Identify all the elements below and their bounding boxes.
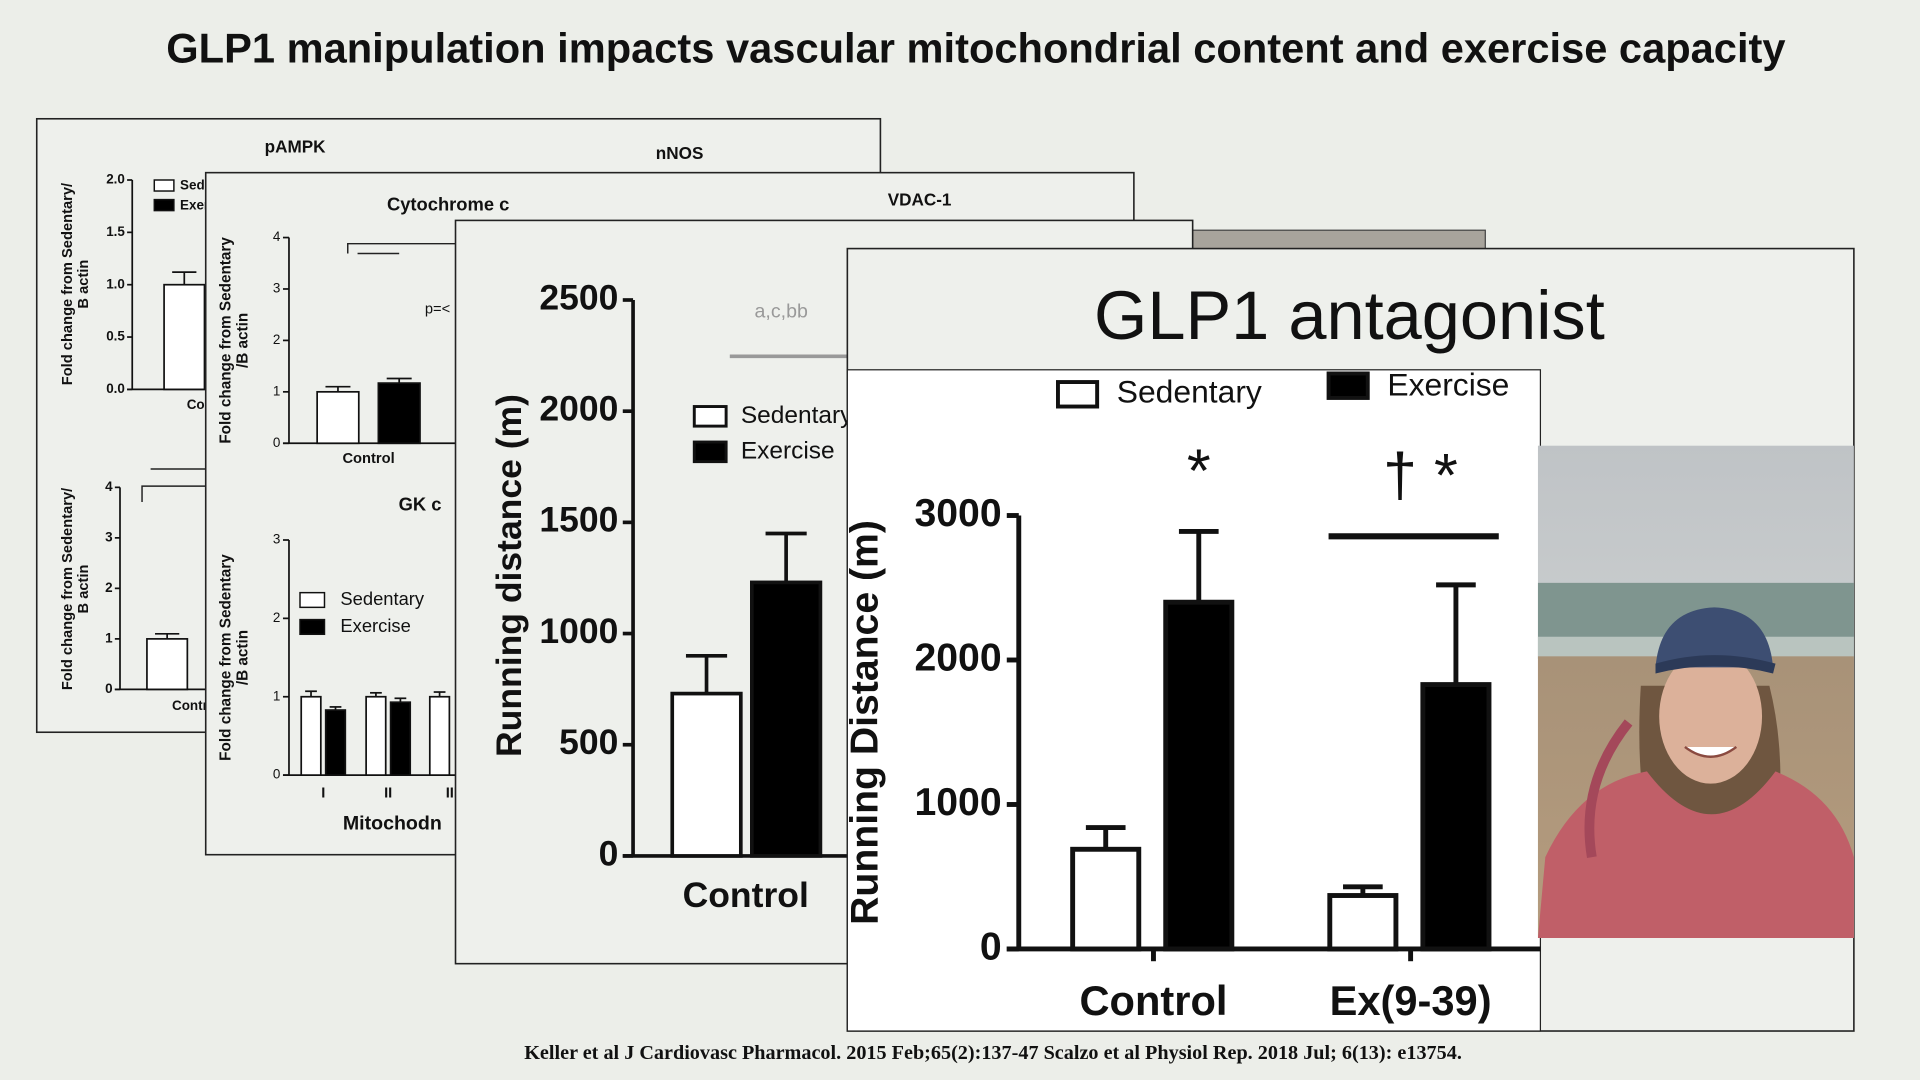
bracket: [141, 468, 209, 503]
bar: [1420, 682, 1492, 952]
bar: [1070, 846, 1142, 952]
x-tick-label: Control: [342, 451, 394, 467]
y-tick-label: 0.0: [106, 381, 125, 396]
bar: [1327, 893, 1399, 952]
legend-label: Sedentary: [741, 402, 853, 429]
annotation: † *: [1383, 441, 1458, 509]
bar: [670, 691, 743, 858]
face: [1659, 648, 1763, 784]
x-tick-label: I: [321, 785, 325, 801]
y-tick-label: 0: [273, 767, 280, 782]
y-tick-label: 1: [273, 383, 280, 398]
y-tick-label: 1: [273, 688, 280, 703]
y-tick-label: 0: [599, 833, 619, 873]
bracket: [347, 242, 456, 255]
bar: [316, 390, 360, 445]
y-tick-label: 3: [105, 529, 112, 544]
photo-strip: [1174, 229, 1486, 251]
y-tick-label: 1000: [914, 781, 1001, 824]
x-tick-label: Control: [1079, 977, 1227, 1024]
y-tick-label: 1500: [539, 500, 618, 540]
panel-label: GK c: [399, 494, 442, 515]
y-axis-label: Fold change from Sedentary/B actin: [218, 237, 252, 444]
panel-label: nNOS: [656, 143, 704, 163]
y-tick-label: 1: [105, 630, 113, 645]
photo: [1537, 445, 1854, 938]
legend-swatch: [1326, 371, 1370, 400]
x-tick-label: II: [384, 785, 392, 801]
legend-label: Sedentary: [340, 588, 425, 609]
y-tick-label: 2: [273, 610, 280, 625]
y-tick-label: 3000: [914, 492, 1001, 535]
bar: [428, 695, 451, 776]
chart-title: GLP1 antagonist: [1094, 277, 1605, 354]
y-tick-label: 2: [273, 332, 280, 347]
y-tick-label: 4: [105, 479, 113, 494]
y-axis-label: Fold change from Sedentary/B actin: [218, 554, 252, 761]
y-tick-label: 0: [273, 435, 280, 450]
y-tick-label: 500: [559, 722, 618, 762]
y-tick-label: 0: [980, 925, 1002, 968]
y-tick-label: 2: [105, 580, 112, 595]
bar: [750, 580, 823, 858]
cap: [1655, 607, 1774, 668]
legend-label: Sedentary: [1117, 374, 1262, 410]
p-value: p=<: [425, 302, 450, 318]
bar: [146, 638, 189, 691]
y-tick-label: 1.0: [106, 276, 125, 291]
legend-swatch: [299, 591, 326, 609]
y-tick-label: 2000: [539, 389, 618, 429]
bar: [389, 701, 412, 776]
y-tick-label: 1.5: [106, 224, 125, 239]
bar: [300, 695, 322, 776]
chart-title: pAMPK: [265, 137, 327, 157]
y-tick-label: 4: [273, 229, 281, 244]
x-tick-label: Ex(9-39): [1330, 977, 1492, 1024]
y-tick-label: 1000: [539, 611, 618, 651]
y-tick-label: 0.5: [106, 329, 125, 344]
cap-brim: [1655, 655, 1776, 674]
chart-title: Cytochrome c: [387, 194, 509, 215]
y-tick-label: 2.0: [106, 172, 125, 187]
annotation: *: [1187, 436, 1211, 504]
legend-swatch: [299, 618, 326, 636]
x-tick-label: Control: [683, 875, 809, 915]
legend-swatch: [1056, 380, 1100, 409]
bar: [365, 695, 387, 776]
legend-label: Exercise: [741, 437, 835, 464]
panel-label: VDAC-1: [888, 189, 952, 209]
y-axis-label: Fold change from Sedentary/B actin: [60, 488, 92, 690]
annotation: a,c,bb: [755, 300, 808, 322]
y-axis-label: Running Distance (m): [843, 520, 886, 925]
hood: [1584, 719, 1633, 858]
bar: [377, 382, 421, 445]
jacket: [1537, 771, 1854, 938]
bar: [324, 709, 347, 776]
bar: [1163, 599, 1235, 952]
citation: Keller et al J Cardiovasc Pharmacol. 201…: [524, 1042, 1462, 1064]
slide-title: GLP1 manipulation impacts vascular mitoc…: [166, 24, 1785, 71]
legend-label: Exercise: [1387, 366, 1509, 402]
y-tick-label: 2500: [539, 277, 618, 317]
smile: [1684, 745, 1738, 758]
y-tick-label: 3: [273, 532, 280, 547]
bar: [163, 283, 206, 391]
y-axis-label: Running distance (m): [489, 394, 529, 757]
y-tick-label: 3: [273, 281, 280, 296]
y-tick-label: 0: [105, 681, 112, 696]
y-axis-label: Fold change from Sedentary/B actin: [60, 183, 92, 385]
legend-swatch: [692, 440, 728, 464]
legend-label: Exercise: [340, 615, 410, 636]
legend-swatch: [153, 179, 175, 192]
x-axis-label: Mitochodn: [343, 812, 442, 834]
y-tick-label: 2000: [914, 636, 1001, 679]
legend-swatch: [153, 198, 175, 212]
legend-swatch: [692, 405, 728, 428]
